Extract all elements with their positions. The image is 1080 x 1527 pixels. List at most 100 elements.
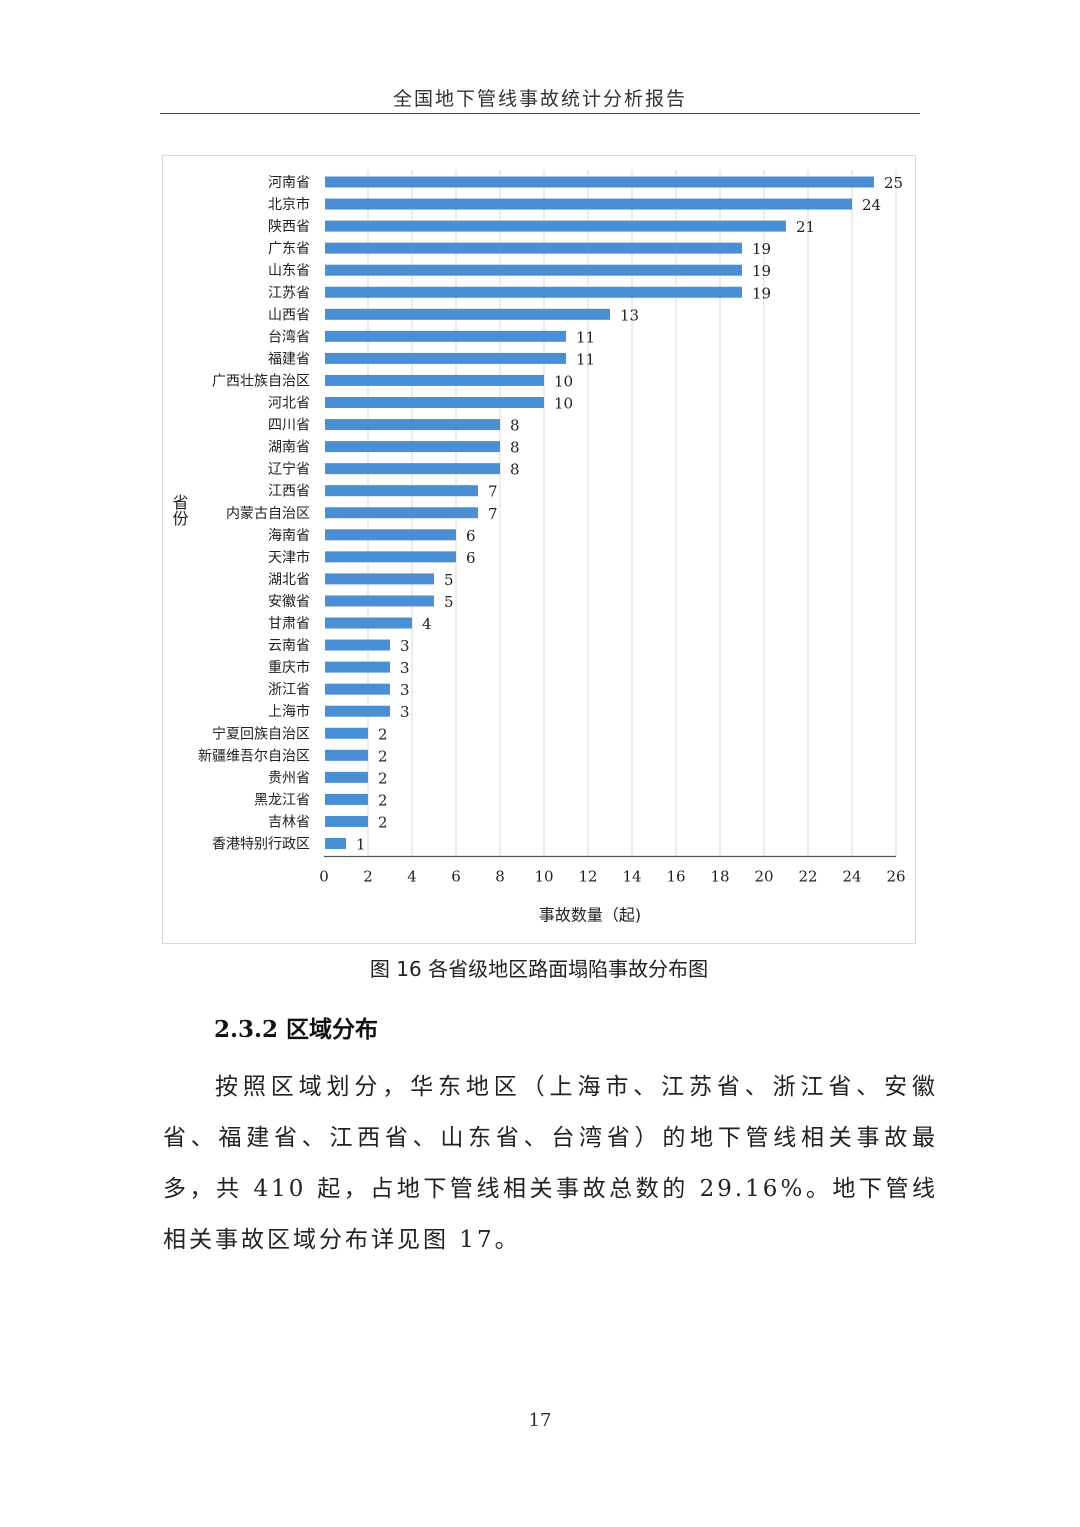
value-label: 3: [400, 703, 410, 721]
x-tick-label: 6: [451, 868, 461, 886]
category-label: 辽宁省: [268, 461, 310, 478]
x-tick-label: 26: [886, 868, 905, 886]
bar: [325, 485, 478, 497]
value-label: 8: [510, 439, 520, 457]
bar: [325, 308, 610, 320]
x-tick-label: 14: [622, 868, 641, 886]
bar: [325, 264, 742, 276]
value-label: 13: [620, 306, 639, 324]
bar: [325, 507, 478, 519]
value-label: 19: [752, 262, 771, 280]
category-label: 河南省: [268, 175, 310, 191]
category-label: 宁夏回族自治区: [212, 725, 310, 742]
value-label: 7: [488, 505, 498, 523]
bar: [325, 705, 390, 717]
value-label: 6: [466, 549, 476, 567]
category-label: 台湾省: [268, 328, 310, 345]
value-label: 2: [378, 747, 388, 765]
bar: [325, 838, 346, 849]
category-label: 河北省: [268, 396, 310, 412]
value-label: 3: [400, 681, 410, 699]
value-label: 19: [752, 284, 771, 302]
value-label: 11: [576, 328, 595, 346]
category-label: 上海市: [268, 703, 310, 720]
gridlines: [367, 170, 897, 857]
category-label: 广西壮族自治区: [212, 373, 310, 389]
value-label: 2: [378, 725, 388, 743]
bar: [325, 220, 786, 232]
value-label: 8: [510, 417, 520, 435]
category-label: 陕西省: [268, 219, 310, 235]
bar: [325, 242, 742, 254]
bar: [325, 286, 742, 298]
value-label: 24: [862, 196, 881, 214]
running-header: 全国地下管线事故统计分析报告: [392, 88, 687, 110]
value-label: 1: [356, 836, 366, 854]
x-axis-title: 事故数量（起): [539, 906, 641, 925]
category-label: 内蒙古自治区: [226, 506, 310, 522]
bar: [325, 749, 368, 761]
x-tick-label: 20: [754, 868, 773, 886]
bar: [325, 617, 412, 629]
category-label: 湖南省: [268, 440, 310, 456]
category-label: 甘肃省: [268, 616, 310, 632]
category-label: 北京市: [268, 196, 310, 213]
bar: [325, 727, 368, 739]
bar: [325, 573, 434, 585]
x-tick-label: 4: [407, 868, 417, 886]
x-tick-label: 10: [534, 868, 553, 886]
bar: [325, 815, 368, 827]
body-paragraph: 按照区域划分，华东地区（上海市、江苏省、浙江省、安徽省、福建省、江西省、山东省、…: [163, 1074, 938, 1253]
bar: [325, 529, 456, 541]
x-tick-label: 8: [495, 868, 505, 886]
bar: [325, 793, 368, 805]
bar: [325, 771, 368, 783]
section-heading: 2.3.2 区域分布: [214, 1016, 379, 1043]
value-label: 2: [378, 813, 388, 831]
value-label: 6: [466, 527, 476, 545]
value-label: 3: [400, 637, 410, 655]
value-label: 11: [576, 350, 595, 368]
value-label: 10: [554, 395, 573, 413]
bar: [325, 374, 544, 386]
bar: [325, 419, 500, 431]
value-label: 5: [444, 593, 454, 611]
bar: [325, 463, 500, 475]
x-tick-label: 18: [710, 868, 729, 886]
value-label: 7: [488, 483, 498, 501]
bar: [325, 551, 456, 563]
category-label: 山东省: [268, 263, 310, 279]
x-tick-label: 2: [363, 868, 373, 886]
bars: [325, 176, 874, 849]
bar: [325, 198, 852, 210]
bar: [325, 176, 874, 188]
y-axis-title: 省份: [170, 494, 189, 527]
category-label: 重庆市: [268, 659, 310, 676]
x-tick-label: 24: [842, 868, 861, 886]
value-label: 3: [400, 659, 410, 677]
category-label: 香港特别行政区: [212, 837, 310, 853]
value-label: 19: [752, 240, 771, 258]
bar: [325, 639, 390, 651]
bar: [325, 595, 434, 607]
category-label: 山西省: [268, 307, 310, 323]
x-tick-label: 22: [798, 868, 817, 886]
category-label: 天津市: [268, 549, 310, 566]
header-rule: [160, 113, 920, 114]
bar: [325, 661, 390, 673]
bar-chart: 事故数量（起) 省份 0 2 4 6 8 10 12 14 16 18 20 22 24 26 河南省 25 北…: [162, 155, 916, 944]
value-label: 21: [796, 218, 815, 236]
bar: [325, 330, 566, 342]
value-label: 2: [378, 791, 388, 809]
x-tick-label: 16: [666, 868, 685, 886]
value-label: 25: [884, 174, 903, 192]
value-label: 8: [510, 461, 520, 479]
category-label: 江西省: [268, 484, 310, 500]
value-label: 10: [554, 372, 573, 390]
category-label: 浙江省: [268, 682, 310, 698]
category-label: 新疆维吾尔自治区: [198, 748, 310, 764]
category-label: 吉林省: [268, 814, 310, 830]
category-label: 安徽省: [268, 594, 310, 610]
